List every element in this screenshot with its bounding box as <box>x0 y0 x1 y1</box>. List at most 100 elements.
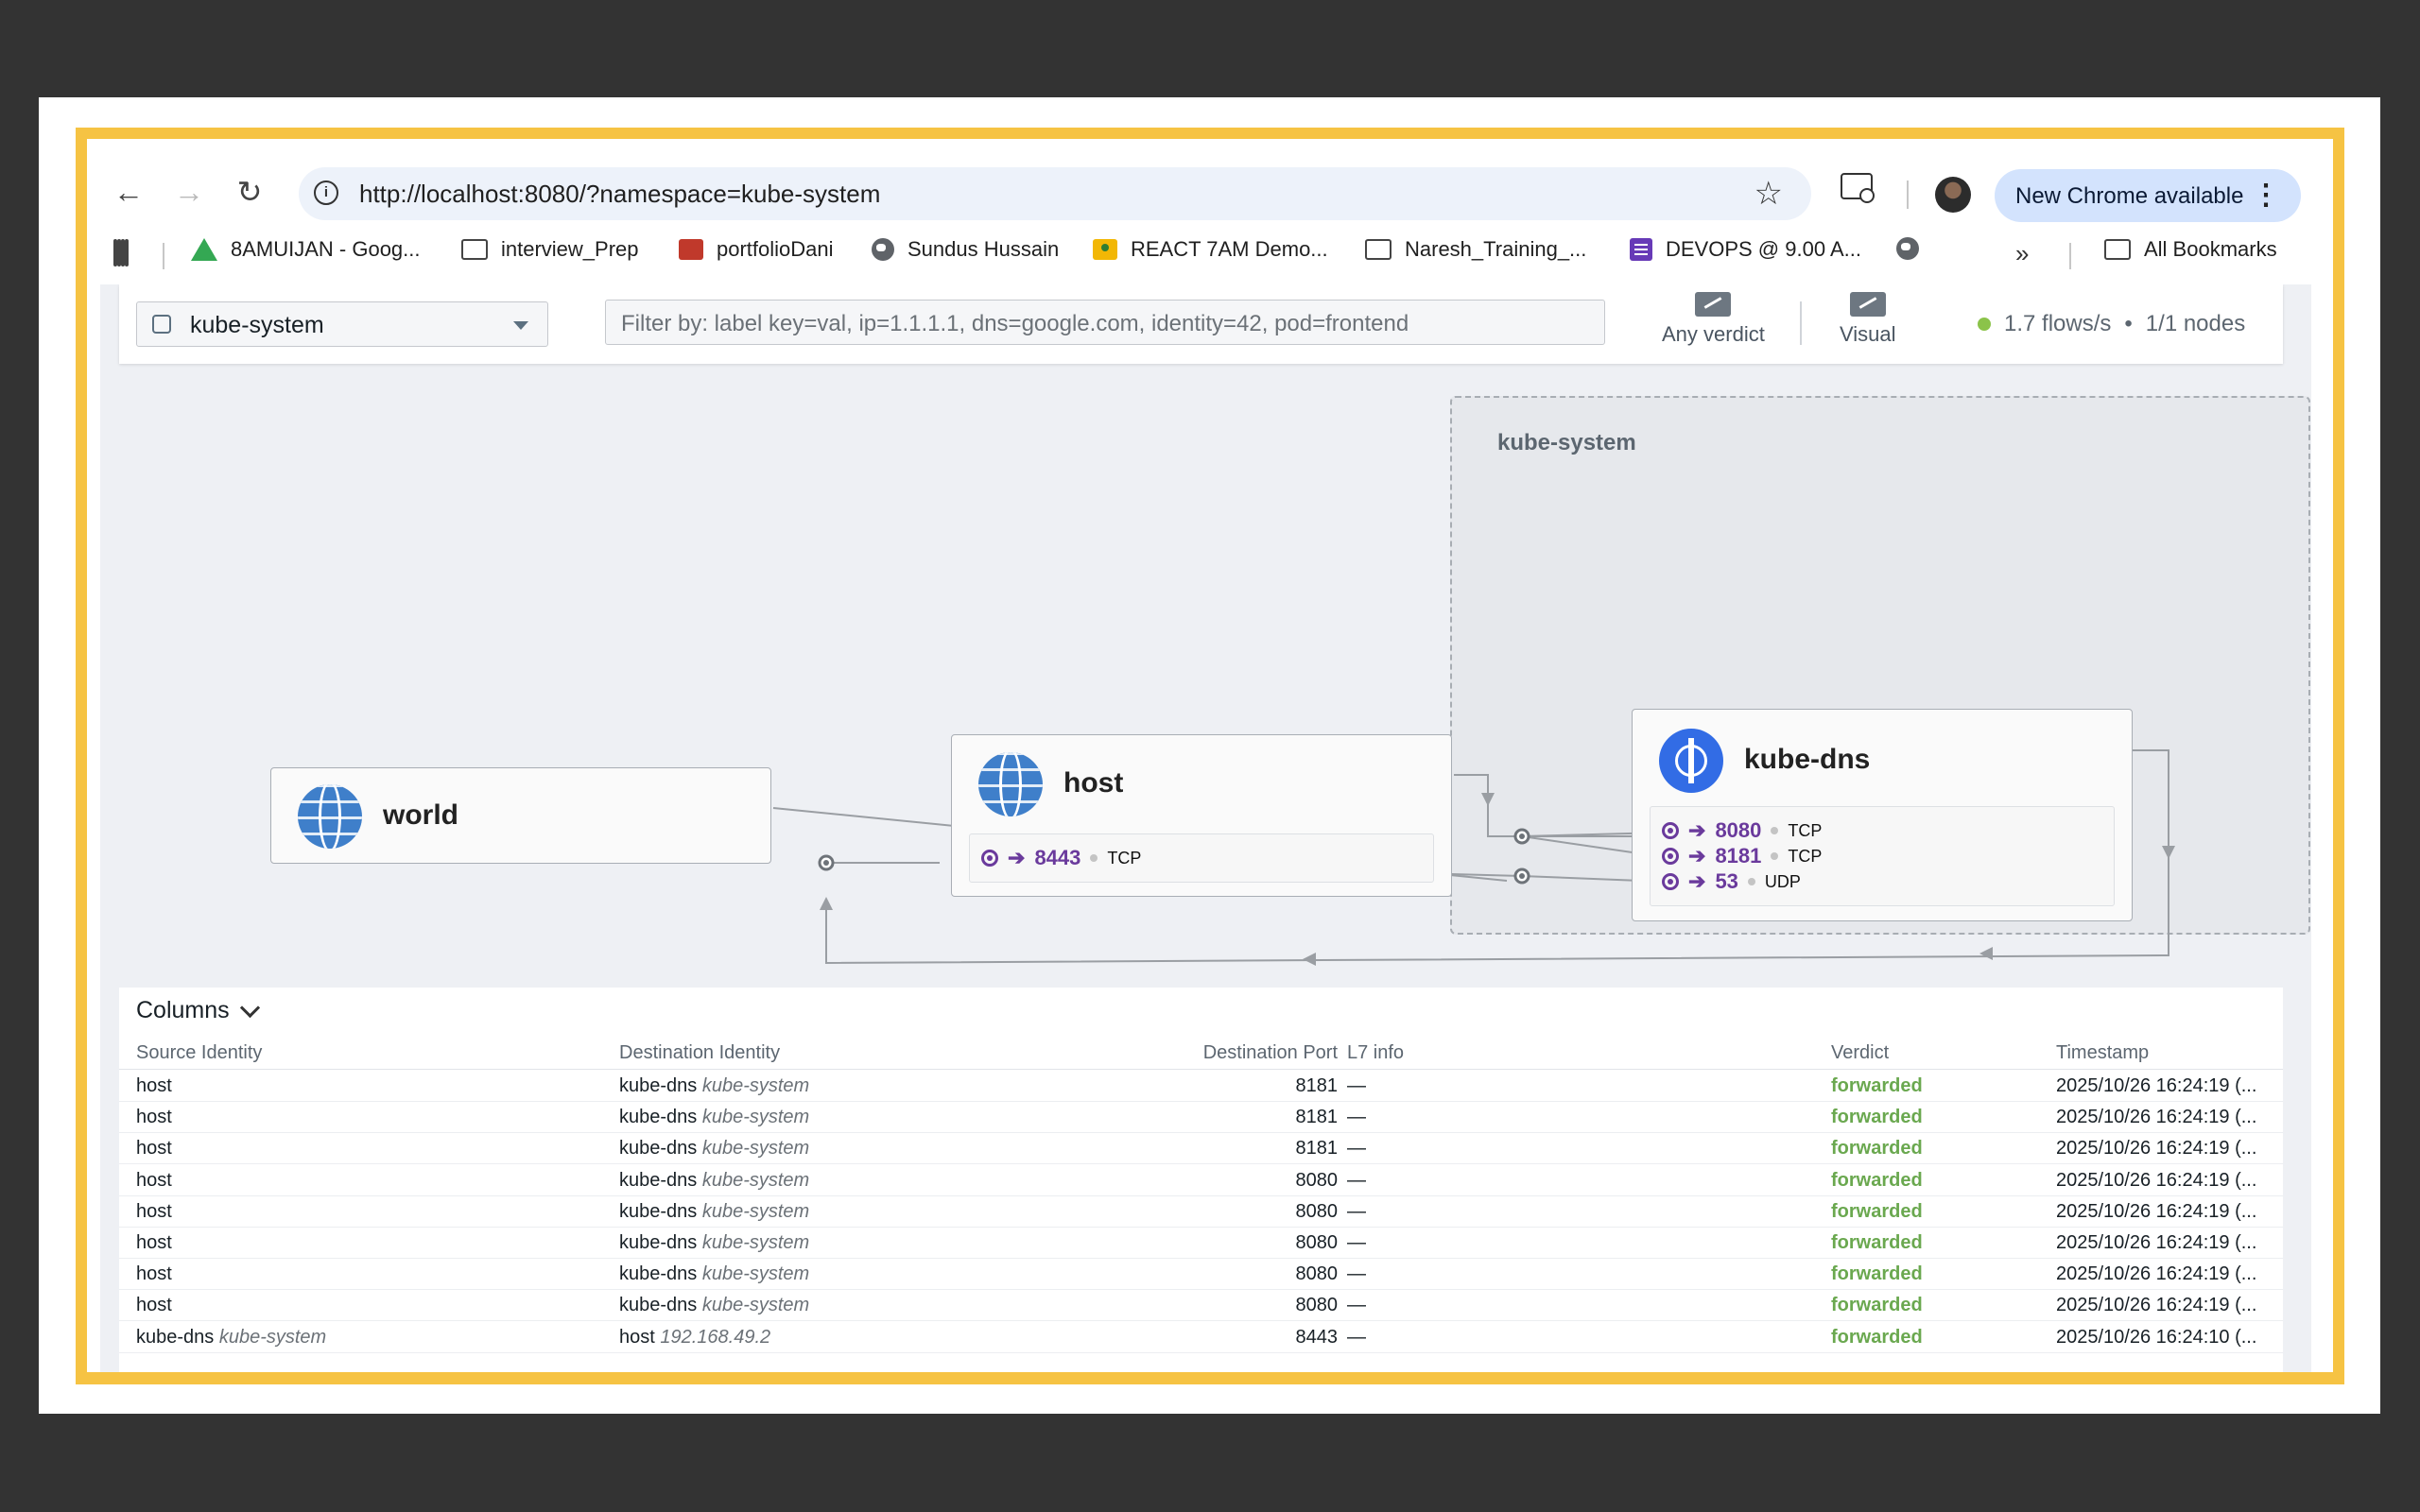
topbar-divider <box>1800 301 1802 345</box>
table-row[interactable]: host kube-dns kube-system 8181 — forwarded 2… <box>119 1070 2283 1102</box>
source-name: host <box>136 1232 172 1253</box>
forward-button[interactable]: → <box>164 167 214 216</box>
destination-name: host <box>619 1326 655 1348</box>
bookmark-label: Naresh_Training_... <box>1405 237 1587 261</box>
bookmark-item[interactable]: DEVOPS @ 9.00 A... <box>1630 237 1861 262</box>
drive-icon <box>191 238 217 261</box>
host-card[interactable]: host ➔ 8443 TCP <box>951 734 1452 897</box>
bookmark-item-globe[interactable] <box>1896 237 1932 260</box>
port-protocol: TCP <box>1788 820 1823 840</box>
verdict-filter-button[interactable]: Any verdict <box>1662 292 1765 347</box>
destination-namespace: kube-system <box>701 1200 810 1222</box>
bookmark-item[interactable]: Sundus Hussain <box>872 237 1059 262</box>
l7-info: — <box>1347 1169 1366 1191</box>
destination-port: 8443 <box>1295 1326 1339 1348</box>
search-tab-icon[interactable] <box>1841 173 1875 203</box>
link-junction-core <box>1519 833 1525 839</box>
table-row[interactable]: host kube-dns kube-system 8181 — forwarded 2… <box>119 1132 2283 1165</box>
header-source-identity[interactable]: Source Identity <box>136 1042 263 1063</box>
header-destination-port[interactable]: Destination Port <box>1202 1042 1338 1063</box>
table-row[interactable]: host kube-dns kube-system 8080 — forwarded 2… <box>119 1195 2283 1228</box>
l7-info: — <box>1347 1107 1366 1128</box>
port-protocol: UDP <box>1764 871 1801 891</box>
header-l7-info[interactable]: L7 info <box>1347 1042 1405 1063</box>
more-bookmarks-chevron-icon[interactable]: » <box>2015 239 2030 267</box>
table-header: Source Identity Destination Identity Des… <box>119 1035 2283 1070</box>
bookmark-item[interactable]: interview_Prep <box>461 237 639 262</box>
destination-name: kube-dns <box>619 1107 698 1128</box>
namespace-icon <box>152 315 171 334</box>
timestamp-value: 2025/10/26 16:24:19 (... <box>2056 1169 2257 1191</box>
header-timestamp[interactable]: Timestamp <box>2056 1042 2150 1063</box>
reload-button[interactable]: ↻ <box>225 167 274 216</box>
verdict-value: forwarded <box>1831 1263 1923 1285</box>
bookmark-item[interactable]: Naresh_Training_... <box>1365 237 1586 262</box>
dot-separator <box>1090 854 1098 862</box>
source-name: host <box>136 1107 172 1128</box>
destination-port: 8181 <box>1295 1075 1339 1096</box>
bookmark-item[interactable]: 8AMUIJAN - Goog... <box>191 237 421 262</box>
arrowhead-down <box>1481 793 1495 806</box>
kube-dns-ports: ➔ 8080 TCP ➔ 8181 TCP ➔ <box>1650 806 2115 906</box>
destination-namespace: kube-system <box>701 1138 810 1160</box>
address-bar[interactable]: i http://localhost:8080/?namespace=kube-… <box>299 167 1811 220</box>
service-map[interactable]: kube-system <box>100 364 2311 988</box>
destination-namespace: 192.168.49.2 <box>660 1326 771 1348</box>
port-row[interactable]: ➔ 8080 TCP <box>1662 818 1822 843</box>
l7-info: — <box>1347 1326 1366 1348</box>
port-icon <box>981 850 998 867</box>
bookmark-item[interactable]: REACT 7AM Demo... <box>1093 237 1328 262</box>
table-row[interactable]: host kube-dns kube-system 8080 — forwarded 2… <box>119 1227 2283 1259</box>
url-text[interactable]: http://localhost:8080/?namespace=kube-sy… <box>359 180 881 208</box>
header-verdict[interactable]: Verdict <box>1831 1042 1890 1063</box>
caret-down-icon <box>513 321 528 330</box>
l7-info: — <box>1347 1075 1366 1096</box>
table-row[interactable]: host kube-dns kube-system 8080 — forwarded 2… <box>119 1289 2283 1322</box>
table-row[interactable]: host kube-dns kube-system 8080 — forwarded 2… <box>119 1258 2283 1291</box>
bookmarks-bar: 8AMUIJAN - Goog... interview_Prep portfo… <box>87 230 2333 275</box>
visual-label: Visual <box>1840 322 1896 346</box>
table-row[interactable]: host kube-dns kube-system 8080 — forwarded 2… <box>119 1164 2283 1196</box>
columns-button[interactable]: Columns <box>136 997 260 1024</box>
apps-grid-icon[interactable] <box>113 239 149 266</box>
bookmark-label: portfolioDani <box>717 237 834 261</box>
dot-separator <box>1771 852 1779 860</box>
destination-port: 8181 <box>1295 1138 1339 1160</box>
destination-name: kube-dns <box>619 1295 698 1316</box>
visual-filter-button[interactable]: Visual <box>1840 292 1896 347</box>
bookmark-label: Sundus Hussain <box>908 237 1060 261</box>
new-chrome-button[interactable]: New Chrome available ⋮ <box>1995 169 2301 222</box>
header-destination-identity[interactable]: Destination Identity <box>619 1042 781 1063</box>
port-row[interactable]: ➔ 8181 TCP <box>1662 844 1822 868</box>
port-row[interactable]: ➔ 8443 TCP <box>981 846 1141 870</box>
hubble-ui: kube-system Filter by: label key=val, ip… <box>100 284 2311 1372</box>
world-card[interactable]: world <box>270 767 771 864</box>
table-row[interactable]: kube-dns kube-system host 192.168.49.2 844… <box>119 1321 2283 1353</box>
l7-info: — <box>1347 1200 1366 1222</box>
filter-input[interactable]: Filter by: label key=val, ip=1.1.1.1, dn… <box>605 300 1605 345</box>
port-row[interactable]: ➔ 53 UDP <box>1662 869 1801 894</box>
red-app-icon <box>679 239 703 260</box>
kebab-menu-icon[interactable]: ⋮ <box>2252 180 2280 211</box>
all-bookmarks-button[interactable]: All Bookmarks <box>2104 237 2277 262</box>
back-button[interactable]: ← <box>104 167 153 216</box>
destination-identity: kube-dns kube-system <box>619 1138 809 1160</box>
bookmark-item[interactable]: portfolioDani <box>679 237 834 262</box>
site-info-icon[interactable]: i <box>314 180 338 205</box>
globe-icon <box>872 238 894 261</box>
destination-port: 8080 <box>1295 1200 1339 1222</box>
dot-separator <box>1771 827 1779 834</box>
classroom-icon <box>1093 239 1117 260</box>
namespace-select[interactable]: kube-system <box>136 301 548 347</box>
kube-dns-card[interactable]: kube-dns ➔ 8080 TCP ➔ 8181 TCP <box>1632 709 2133 921</box>
table-row[interactable]: host kube-dns kube-system 8181 — forwarded 2… <box>119 1101 2283 1134</box>
verdict-value: forwarded <box>1831 1107 1923 1128</box>
destination-namespace: kube-system <box>701 1075 810 1096</box>
port-icon <box>1662 822 1679 839</box>
globe-icon <box>1896 237 1919 260</box>
dot-separator <box>1747 878 1755 885</box>
port-number: 8443 <box>1034 846 1081 869</box>
profile-avatar[interactable] <box>1935 177 1971 213</box>
bookmark-star-icon[interactable]: ☆ <box>1754 176 1783 212</box>
destination-name: kube-dns <box>619 1200 698 1222</box>
